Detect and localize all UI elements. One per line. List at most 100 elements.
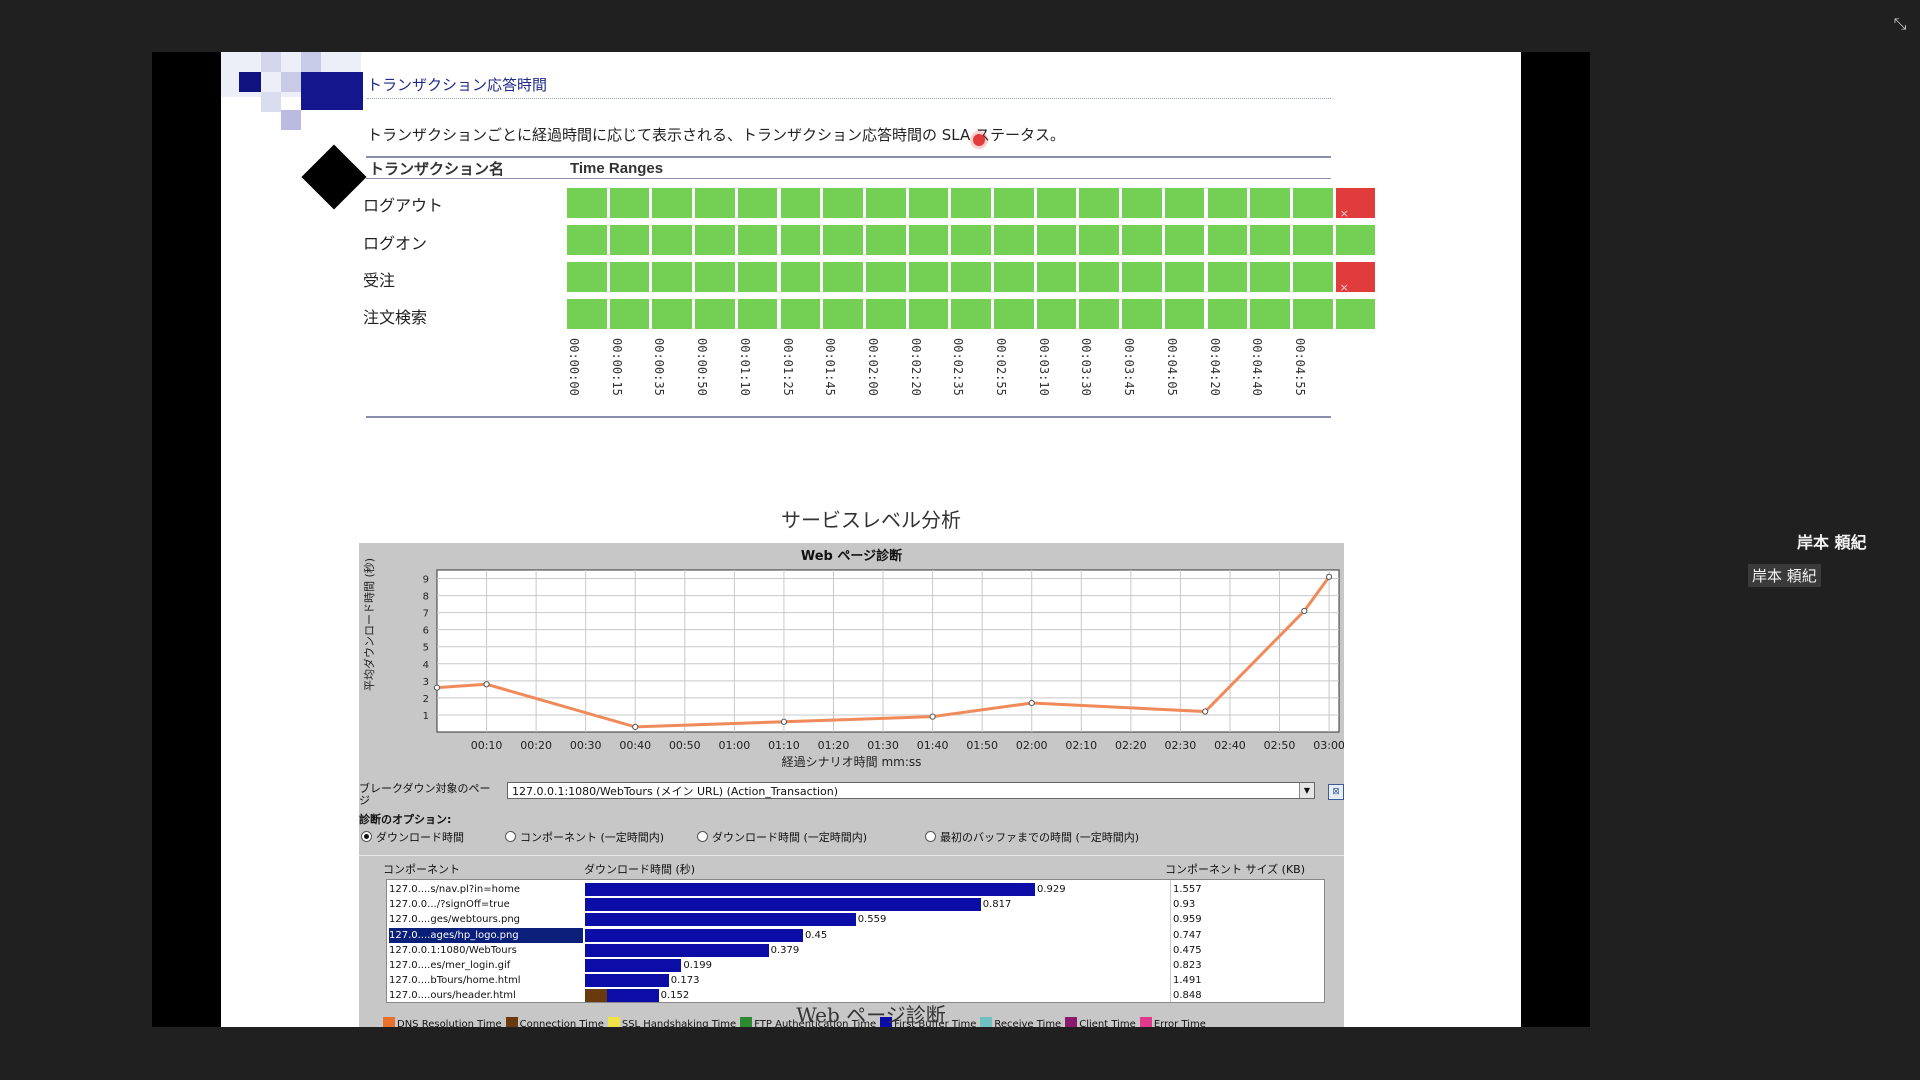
time-range-label: 00:02:00 (865, 338, 880, 396)
data-point (780, 718, 788, 725)
sla-cell-ok (908, 188, 949, 218)
radio-download-over-time[interactable]: ダウンロード時間 (一定時間内) (697, 829, 867, 845)
legend-item: Error Time (1139, 1017, 1206, 1027)
legend-label: First Buffer Time (894, 1019, 977, 1027)
sla-cell-ok (567, 262, 607, 292)
sla-cell-ok (1207, 188, 1248, 218)
component-name: 127.0.0.../?signOff=true (389, 899, 510, 911)
sla-cell-ok (1079, 188, 1120, 218)
legend-label: Client Time (1079, 1019, 1136, 1027)
logo-square (261, 92, 281, 112)
radio-dot[interactable] (697, 831, 708, 842)
first-buffer-time-bar (606, 989, 659, 1003)
compress-icon[interactable]: ⤡ (1893, 14, 1907, 33)
component-size: 0.823 (1173, 960, 1202, 971)
table-row[interactable]: 127.0....s/nav.pl?in=home 0.929 1.557 (387, 882, 1324, 897)
download-time-value: 0.929 (1037, 884, 1066, 895)
table-row[interactable]: 127.0....ages/hp_logo.png 0.45 0.747 (387, 927, 1324, 943)
sla-cell-ok (737, 225, 778, 255)
sla-cell-ok (695, 262, 735, 292)
table-row[interactable]: 127.0....ours/header.html 0.152 0.848 (387, 988, 1324, 1003)
x-tick-label: 02:10 (1065, 739, 1097, 752)
column-header-component: コンポーネント (383, 863, 460, 876)
breakdown-page-select[interactable]: 127.0.0.1:1080/WebTours (メイン URL) (Actio… (507, 782, 1315, 799)
radio-first-buffer-over-time[interactable]: 最初のバッファまでの時間 (一定時間内) (925, 829, 1139, 845)
table-row[interactable]: 127.0.0.../?signOff=true 0.817 0.93 (387, 897, 1324, 912)
laser-pointer (973, 134, 985, 146)
sla-cell-ok (1250, 225, 1290, 255)
download-time-value: 0.152 (660, 990, 690, 1002)
sla-cell-ok (652, 299, 693, 329)
legend-swatch (607, 1017, 620, 1027)
table-row[interactable]: 127.0....ges/webtours.png 0.559 0.959 (387, 912, 1324, 927)
radio-label: 最初のバッファまでの時間 (一定時間内) (940, 831, 1140, 844)
sla-cell-ok (951, 188, 991, 218)
legend-item: FTP Authentication Time (740, 1017, 876, 1027)
radio-component-over-time[interactable]: コンポーネント (一定時間内) (505, 829, 664, 845)
component-name: 127.0.0.1:1080/WebTours (389, 944, 517, 956)
x-tick-label: 02:00 (1016, 739, 1048, 752)
radio-dot[interactable] (505, 831, 516, 842)
table-top-rule (366, 156, 1331, 158)
time-range-label: 00:04:20 (1207, 338, 1222, 396)
sla-cell-ok (908, 299, 949, 329)
slide-caption: Web ページ診断 (796, 1003, 946, 1027)
component-name: 127.0....ours/header.html (389, 990, 516, 1002)
open-page-icon[interactable]: ⊠ (1328, 784, 1344, 800)
slide-title: トランザクション応答時間 (367, 76, 548, 94)
legend-item: DNS Resolution Time (383, 1017, 502, 1027)
sla-cell-ok (695, 188, 735, 218)
time-range-label: 00:02:35 (951, 338, 966, 396)
sla-cell-ok (737, 188, 778, 218)
component-size: 1.557 (1173, 884, 1202, 895)
sla-cell-ok (1335, 299, 1376, 329)
radio-dot[interactable] (361, 831, 372, 842)
sla-cell-ok (609, 299, 650, 329)
connection-time-bar (585, 989, 607, 1003)
y-tick-label: 5 (423, 643, 429, 654)
radio-label: ダウンロード時間 (一定時間内) (712, 831, 868, 844)
component-name: 127.0....ages/hp_logo.png (389, 927, 583, 943)
time-range-label: 00:00:00 (567, 338, 581, 396)
table-row[interactable]: 127.0....es/mer_login.gif 0.199 0.823 (387, 958, 1324, 973)
download-time-value: 0.559 (857, 914, 887, 926)
table-row[interactable]: 127.0.0.1:1080/WebTours 0.379 0.475 (387, 943, 1324, 958)
time-range-label: 00:03:45 (1122, 338, 1137, 396)
column-divider (1170, 880, 1171, 1002)
time-range-label: 00:01:25 (780, 338, 795, 396)
presenter-name: 岸本 頼紀 (1797, 533, 1867, 552)
column-header-size: コンポーネント サイズ (KB) (1165, 863, 1306, 876)
table-row[interactable]: 127.0....bTours/home.html 0.173 1.491 (387, 973, 1324, 988)
sla-cell-ok (994, 299, 1034, 329)
sla-cell-ok (1122, 188, 1162, 218)
legend-item: SSL Handshaking Time (607, 1017, 736, 1027)
sla-cell-ok (865, 262, 906, 292)
x-tick-label: 01:50 (966, 739, 998, 752)
y-tick-label: 3 (423, 677, 429, 688)
sla-cell-ok (823, 299, 863, 329)
component-size: 0.475 (1173, 944, 1202, 956)
legend-swatch (980, 1017, 993, 1027)
legend-swatch (1139, 1017, 1152, 1027)
download-time-bar (585, 943, 769, 957)
y-tick-label: 1 (423, 711, 429, 722)
options-title: 診断のオプション: (359, 813, 452, 826)
time-range-label: 00:00:50 (695, 338, 710, 396)
radio-dot[interactable] (925, 831, 936, 842)
sla-cell-ok (780, 225, 821, 255)
sla-cell-ok (1164, 262, 1205, 292)
sla-cell-ok (823, 188, 863, 218)
sla-cell-ok (609, 262, 650, 292)
sla-cell-ok (994, 262, 1034, 292)
radio-download-time[interactable]: ダウンロード時間 (361, 829, 464, 845)
component-size: 0.93 (1173, 899, 1196, 911)
chevron-down-icon[interactable]: ▼ (1299, 783, 1314, 798)
column-header-time-ranges: Time Ranges (570, 160, 664, 177)
component-name: 127.0....es/mer_login.gif (389, 960, 511, 971)
logo-square (301, 52, 321, 72)
sla-cell-ok (695, 299, 735, 329)
x-tick-label: 02:40 (1214, 739, 1246, 752)
legend-swatch (383, 1017, 395, 1027)
chart-x-label: 経過シナリオ時間 mm:ss (781, 755, 922, 769)
column-header-download-time: ダウンロード時間 (秒) (584, 863, 696, 876)
